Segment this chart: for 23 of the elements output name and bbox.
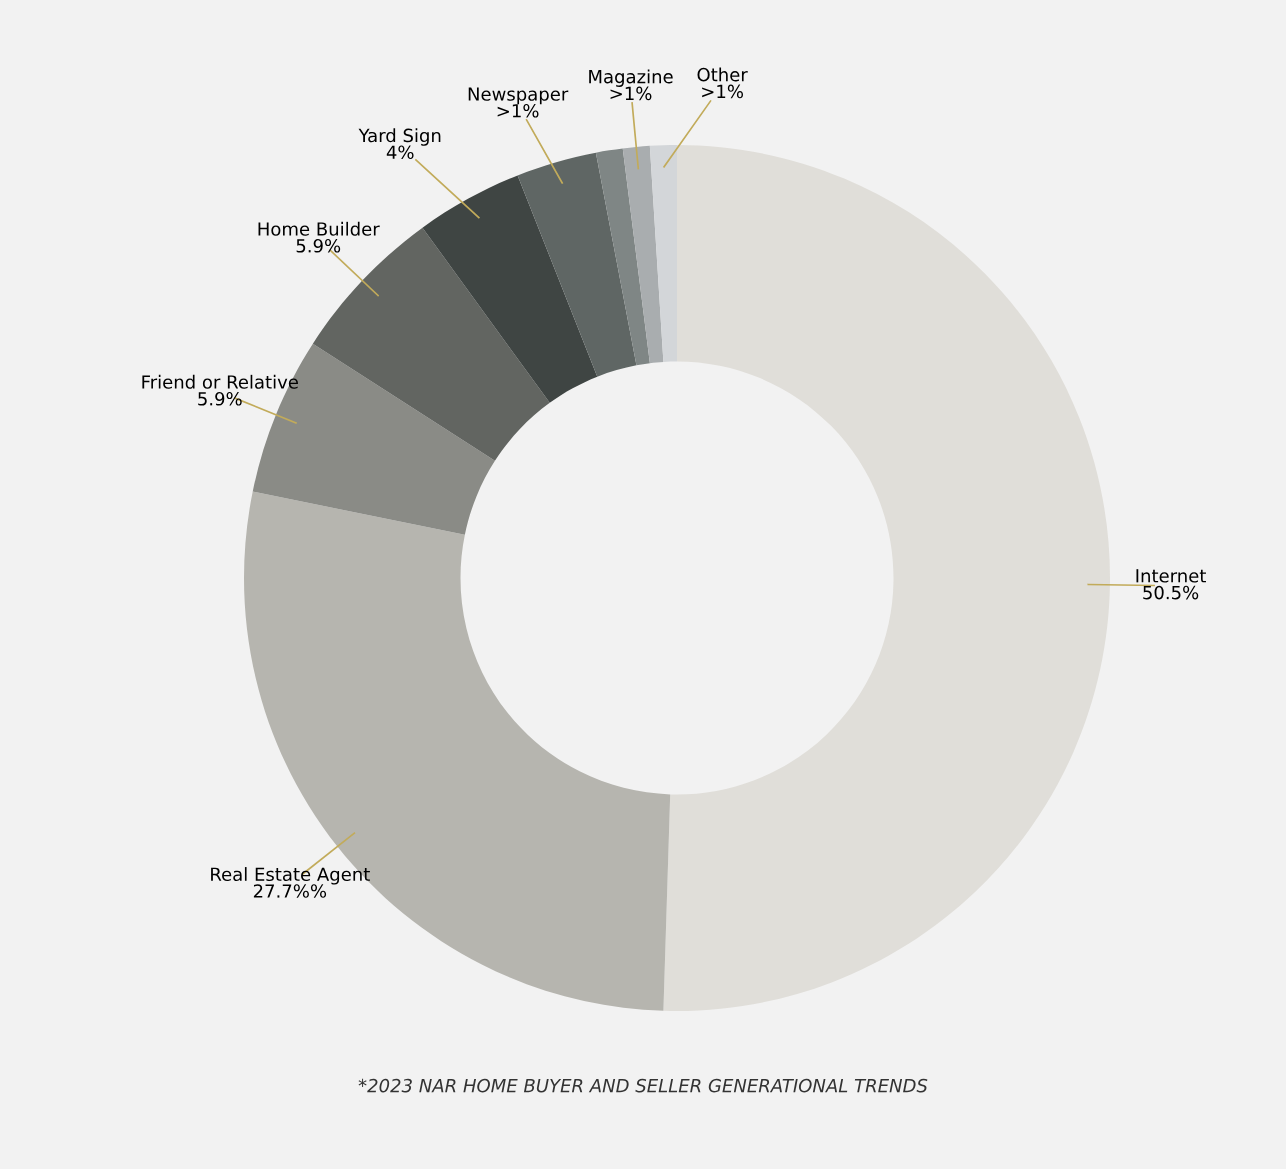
- data-label: 5.9%: [198, 391, 242, 406]
- donut-slice: [422, 175, 598, 403]
- slice-label: Magazine: [589, 69, 673, 87]
- slice-label: Other: [697, 67, 748, 82]
- donut-slice: [663, 145, 1110, 1011]
- slice-label: Friend or Relative: [142, 374, 298, 389]
- data-label: 50.5%: [1143, 585, 1199, 600]
- donut-slice: [622, 145, 664, 364]
- slice-label: Home Builder: [258, 221, 380, 236]
- data-label: >1%: [610, 86, 652, 101]
- data-label: 27.7%%: [253, 884, 327, 898]
- donut-slice: [649, 145, 677, 362]
- slice-label: Real Estate Agent: [211, 867, 370, 885]
- slice-label: Newspaper: [468, 87, 569, 105]
- data-label: >1%: [497, 103, 539, 118]
- data-label: >1%: [702, 84, 743, 99]
- data-label: 4%: [386, 145, 414, 160]
- data-label: 5.9%: [296, 238, 341, 253]
- text: *2023 NAR HOME BUYER AND SELLER GENERATIONAL TRENDS: [358, 1078, 928, 1093]
- slice-label: Yard Sign: [358, 128, 441, 146]
- slice-label: Internet: [1136, 569, 1206, 583]
- donut-slice: [517, 152, 637, 377]
- donut-slice: [595, 148, 650, 366]
